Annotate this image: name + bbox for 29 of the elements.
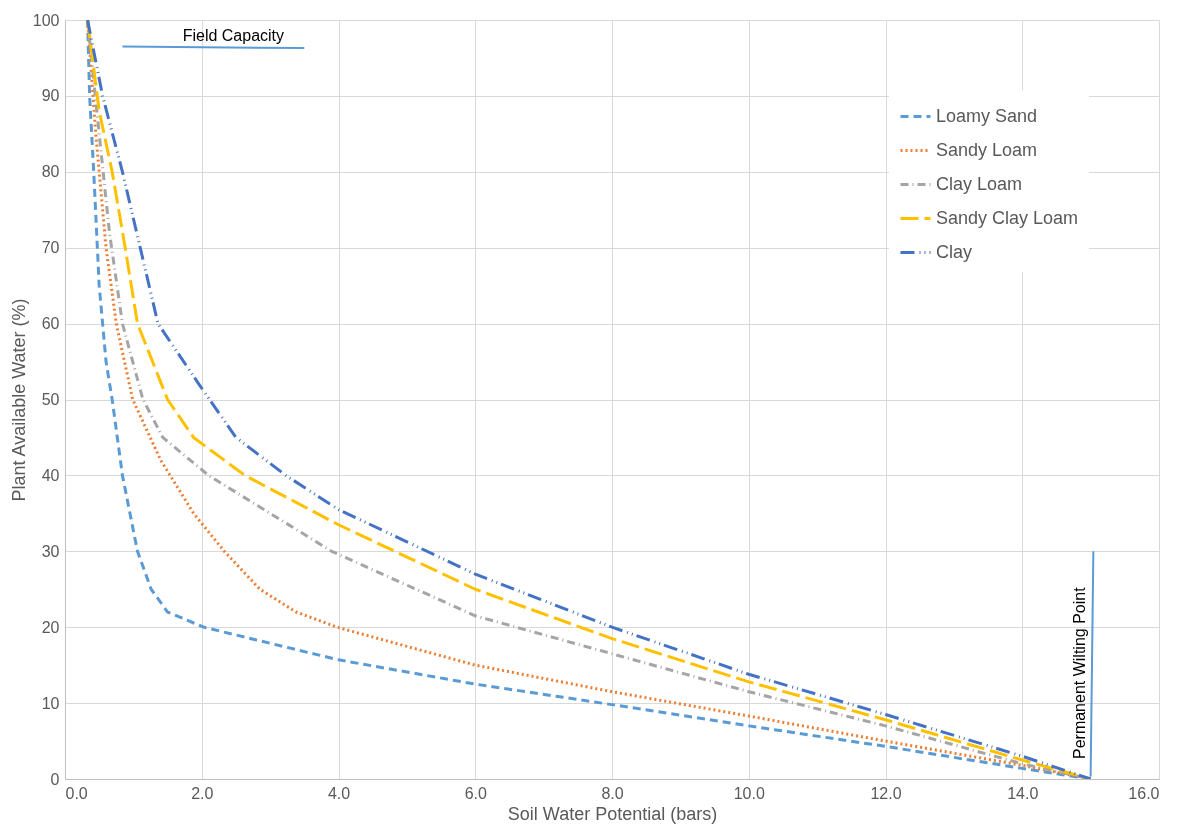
x-tick-label: 14.0 <box>1007 784 1039 802</box>
y-tick-label: 20 <box>41 618 60 636</box>
x-tick-label: 2.0 <box>191 784 214 802</box>
y-axis-title: Plant Available Water (%) <box>8 298 29 502</box>
x-tick-label: 6.0 <box>464 784 487 802</box>
legend-label: Clay Loam <box>936 173 1023 194</box>
x-axis-title: Soil Water Potential (bars) <box>507 803 718 824</box>
legend-label: Sandy Loam <box>936 139 1038 160</box>
y-tick-label: 60 <box>41 315 60 333</box>
y-tick-label: 80 <box>41 163 60 181</box>
y-tick-label: 50 <box>41 391 60 408</box>
x-tick-label: 16.0 <box>1128 784 1160 802</box>
annotation: Permanent Wilting Point <box>1070 586 1088 760</box>
x-tick-label: 4.0 <box>327 784 351 802</box>
x-tick-label: 8.0 <box>601 784 624 802</box>
y-tick-label: 100 <box>32 11 60 29</box>
x-tick-label: 12.0 <box>870 784 902 802</box>
legend-label: Clay <box>936 241 973 262</box>
y-tick-label: 0 <box>50 770 60 788</box>
y-tick-label: 40 <box>41 466 60 484</box>
x-tick-label: 10.0 <box>733 784 765 802</box>
y-tick-label: 70 <box>41 239 60 257</box>
x-tick-label: 0.0 <box>65 784 88 802</box>
y-tick-label: 10 <box>41 694 60 712</box>
y-tick-label: 90 <box>41 87 60 105</box>
y-tick-label: 30 <box>41 542 60 560</box>
legend-label: Sandy Clay Loam <box>936 207 1079 228</box>
annotation: Field Capacity <box>182 27 285 45</box>
legend-label: Loamy Sand <box>936 105 1038 126</box>
